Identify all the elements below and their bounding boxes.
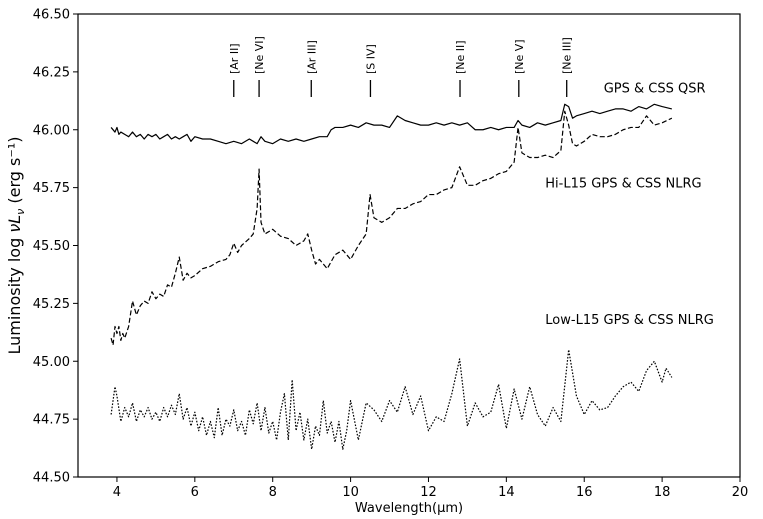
x-tick-label: 16 [576,485,593,500]
emission-line-label: [S IV] [364,44,377,74]
x-tick-label: 20 [732,485,749,500]
y-tick-label: 45.50 [33,239,70,254]
emission-line-label: [Ne III] [561,37,574,74]
y-tick-label: 45.00 [33,355,70,370]
series-label: GPS & CSS QSR [604,82,706,97]
x-tick-label: 18 [654,485,671,500]
y-tick-label: 46.25 [33,65,70,80]
emission-line-label: [Ne V] [513,39,526,74]
series-labels: GPS & CSS QSR Hi-L15 GPS & CSS NLRG Low-L1… [545,82,714,328]
x-tick-label: 14 [498,485,515,500]
series-line-1 [110,110,673,346]
x-tick-label: 10 [342,485,359,500]
emission-line-markers: [Ar II] [Ne VI] [Ar III] [S IV] [Ne II] [Ne V… [228,36,574,97]
plot-frame [77,13,741,478]
emission-line-label: [Ar III] [305,40,318,74]
series-label: Low-L15 GPS & CSS NLRG [545,313,714,328]
x-axis-label: Wavelength(μm) [355,501,463,516]
emission-line-label: [Ne II] [454,40,467,74]
y-tick-label: 45.75 [33,181,70,196]
x-tick-label: 4 [113,485,121,500]
x-tick-label: 6 [191,485,199,500]
y-tick-label: 45.25 [33,297,70,312]
x-tick-label: 12 [420,485,437,500]
series-line-0 [110,103,672,145]
emission-line-label: [Ar II] [228,43,241,74]
y-tick-label: 46.00 [33,123,70,138]
y-axis-label-text: Luminosity log νLν (erg s⁻¹) [5,137,27,355]
y-tick-label: 44.75 [33,413,70,428]
y-axis-label: Luminosity log νLν (erg s⁻¹) [5,137,27,355]
x-tick-label: 8 [269,485,277,500]
y-axis: 44.50 44.75 45.00 45.25 45.50 45.75 46.00 46.25… [33,8,78,486]
emission-line-label: [Ne VI] [253,36,266,74]
series-line-2 [110,349,673,450]
series-label: Hi-L15 GPS & CSS NLRG [545,177,701,192]
series-layer [110,103,673,450]
y-tick-label: 46.50 [33,8,70,23]
y-tick-label: 44.50 [33,471,70,486]
x-axis: 4 6 8 10 12 14 16 18 20 [113,477,748,500]
